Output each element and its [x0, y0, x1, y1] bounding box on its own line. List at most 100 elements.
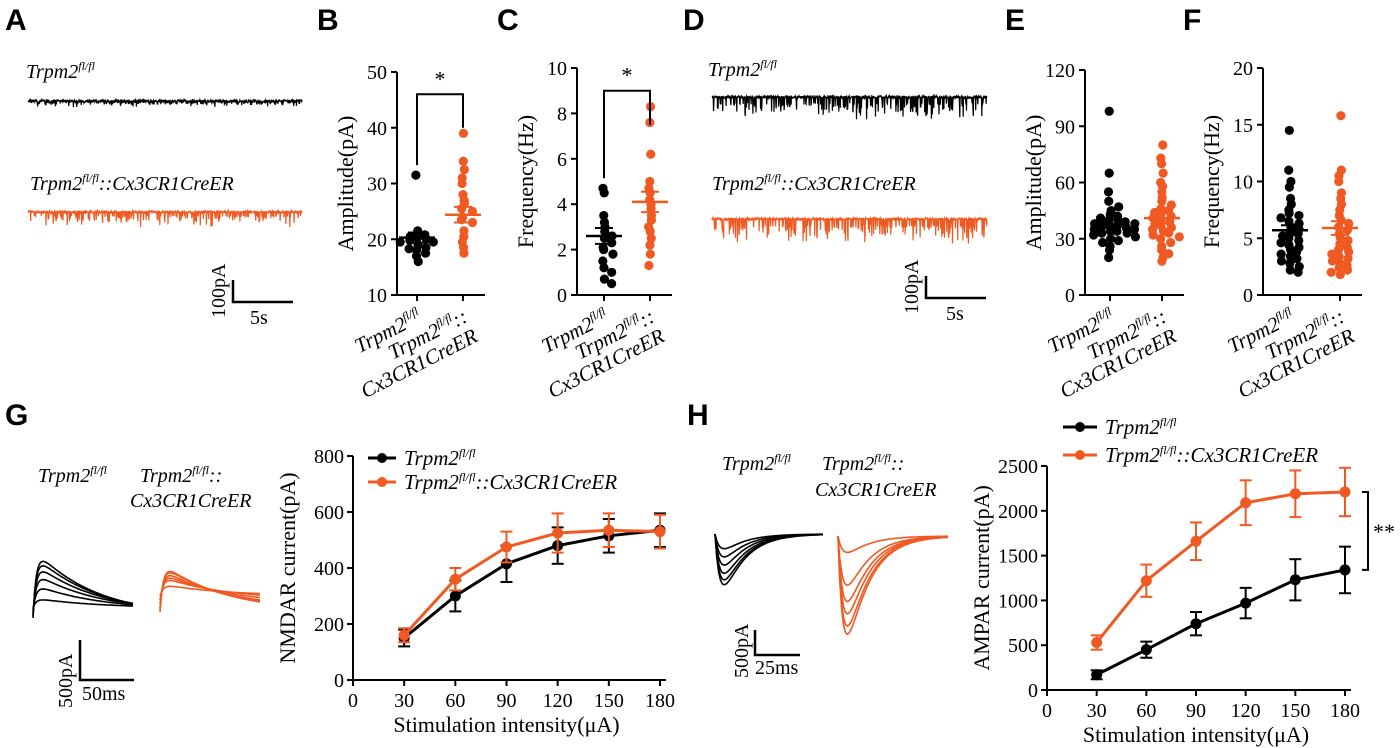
y-axis-label: AMPAR current(pA) [969, 485, 994, 671]
panel-g: G Trpm2fl/fl Trpm2fl/fl:: Cx3CR1CreER 50… [5, 399, 261, 708]
y-tick-label: 90 [1055, 116, 1075, 138]
x-tick-label: 30 [394, 690, 414, 712]
data-point [1164, 228, 1174, 238]
data-point [459, 164, 469, 175]
y-tick-label: 6 [557, 149, 567, 171]
data-point [1166, 237, 1176, 248]
data-point [1140, 575, 1152, 587]
data-point [603, 524, 615, 536]
nmda-trace-control [32, 588, 134, 611]
data-point [1140, 644, 1152, 656]
data-point [1285, 258, 1295, 268]
scale-bar-h: 500pA 25ms [731, 623, 800, 679]
data-point [449, 573, 461, 585]
y-tick-label: 500 [1008, 635, 1038, 657]
trace-label-ko-line2: Cx3CR1CreER [815, 479, 936, 501]
ampar-plot: 0 500 1000 1500 2000 2500 0 30 60 90 120 150 180 Stim… [969, 415, 1395, 747]
data-point [1158, 168, 1168, 178]
panel-h: H Trpm2fl/fl Trpm2fl/fl:: Cx3CR1CreER 50… [687, 399, 949, 679]
significance-bracket [1362, 490, 1369, 571]
trace-control [711, 93, 988, 120]
y-tick-label: 2500 [998, 456, 1038, 478]
data-point [1105, 226, 1116, 236]
data-point [428, 237, 438, 247]
nmda-trace-control [32, 599, 134, 609]
data-point [1240, 597, 1252, 609]
x-axis-label: Stimulation intensity(μA) [1083, 722, 1309, 747]
data-point [1104, 196, 1114, 206]
series-line [1095, 568, 1346, 677]
data-point [608, 249, 618, 259]
nmdar-plot: 0 200 400 600 800 0 30 60 90 120 150 180 Stimulation… [275, 446, 675, 737]
y-tick-label: 200 [314, 614, 344, 636]
data-point [1130, 232, 1141, 242]
significance-bracket [603, 89, 651, 179]
data-point [449, 590, 461, 602]
y-tick-label: 0 [334, 670, 344, 692]
y-tick-label: 2000 [998, 501, 1038, 523]
svg-text:100pA: 100pA [208, 263, 230, 318]
data-point [1342, 265, 1353, 275]
scale-bar-d: 100pA 5s [901, 259, 986, 325]
y-tick-label: 1500 [998, 546, 1038, 568]
data-point [501, 558, 512, 570]
data-point [1104, 168, 1114, 178]
panel-c: C0246810Frequency(Hz)*Trpm2fl/flTrpm2fl/… [497, 4, 672, 403]
category-label-ko: Trpm2fl/fl::Cx3CR1CreER [1234, 304, 1359, 403]
data-point [552, 527, 564, 539]
data-point [1284, 125, 1294, 136]
data-point [1276, 238, 1286, 248]
data-point [1098, 237, 1108, 248]
data-point [645, 249, 655, 259]
panel-letter-f: F [1183, 4, 1201, 37]
trace-label-control: Trpm2fl/fl [708, 57, 778, 81]
data-point [1148, 230, 1158, 240]
data-point [599, 274, 610, 284]
x-tick-label: 0 [348, 690, 358, 712]
data-point [457, 178, 467, 189]
data-point [1088, 230, 1099, 240]
data-point [467, 217, 478, 228]
y-axis-label: NMDAR current(pA) [275, 472, 300, 663]
data-point [395, 237, 405, 247]
legend-label-control: Trpm2fl/fl [404, 446, 476, 470]
svg-text:100pA: 100pA [901, 259, 923, 314]
ampa-trace-control [714, 533, 823, 586]
data-point [1104, 245, 1115, 255]
nmda-trace-control [32, 560, 134, 619]
y-tick-label: 20 [1233, 58, 1253, 80]
trace-label-ko: Trpm2fl/fl:: [140, 463, 222, 487]
y-tick-label: 120 [1045, 60, 1075, 82]
data-point [457, 203, 467, 214]
panel-letter-g: G [5, 399, 28, 432]
nmda-traces [32, 560, 261, 619]
data-point [1289, 574, 1301, 586]
data-point [1335, 269, 1345, 280]
data-point [1122, 228, 1132, 238]
data-point [1336, 111, 1346, 121]
significance-marker: * [622, 63, 633, 88]
nmda-trace-ko [159, 574, 261, 609]
panel-d: D Trpm2fl/fl Trpm2fl/fl::Cx3CR1CreER 100… [683, 4, 988, 325]
trace-label-control: Trpm2fl/fl [38, 463, 108, 487]
x-tick-label: 90 [1186, 700, 1206, 722]
category-label-ko: Trpm2fl/fl::Cx3CR1CreER [1056, 304, 1181, 403]
significance-bracket [416, 93, 464, 166]
data-point [644, 260, 654, 271]
legend-marker [377, 453, 387, 463]
trace-label-control: Trpm2fl/fl [26, 59, 96, 83]
data-point [1276, 256, 1287, 266]
data-point [1289, 488, 1301, 500]
trace-ko [27, 208, 303, 228]
data-point [1190, 535, 1202, 547]
data-point [1240, 497, 1252, 509]
svg-text:5s: 5s [250, 307, 268, 329]
y-tick-label: 40 [367, 118, 387, 140]
panel-letter-b: B [317, 4, 339, 37]
x-axis-label: Stimulation intensity(μA) [393, 712, 619, 737]
x-tick-label: 120 [543, 690, 573, 712]
data-point [645, 226, 655, 237]
panel-f: F05101520Frequency(Hz)Trpm2fl/flTrpm2fl/… [1183, 4, 1362, 403]
x-tick-label: 0 [1042, 700, 1052, 722]
